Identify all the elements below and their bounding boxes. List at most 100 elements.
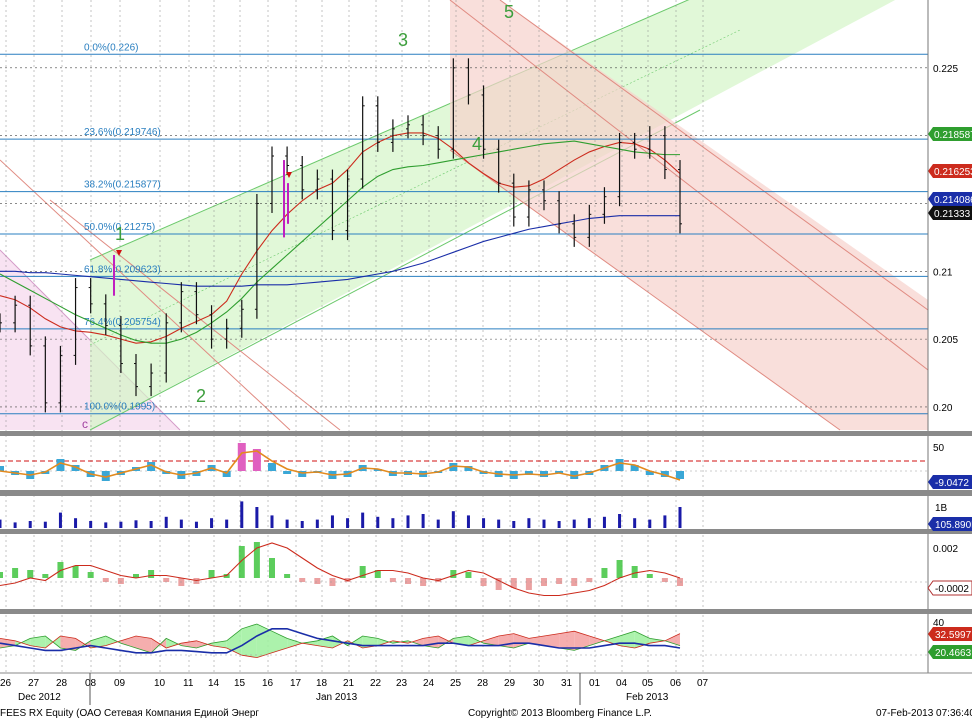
dmi-fill-segment <box>30 636 46 648</box>
price-y-tick: 0.20 <box>933 403 953 414</box>
macd-badge-text: -0.0002 <box>935 584 969 595</box>
x-tick-label: 29 <box>504 678 516 689</box>
x-tick-label: 08 <box>85 678 97 689</box>
macd-histogram-bar <box>420 578 427 586</box>
x-tick-label: 31 <box>561 678 573 689</box>
dmi-fill-segment <box>377 638 393 646</box>
price-y-tick: 0.21 <box>933 267 953 278</box>
oscillator-badge-text: -9.0472 <box>935 478 969 489</box>
oscillator-histogram-bar <box>237 443 246 471</box>
fib-level-label: 50.0%(0.21275) <box>84 222 155 233</box>
oscillator-histogram-bar <box>222 471 231 477</box>
bull-channel-upper <box>89 0 690 261</box>
macd-histogram-bar <box>616 560 623 578</box>
volume-bar <box>678 507 682 528</box>
price-badge-bg <box>928 206 972 220</box>
dmi-badge-bg <box>928 627 972 641</box>
moving-average-line <box>0 140 680 344</box>
macd-histogram-bar <box>208 570 215 578</box>
oscillator-histogram-bar <box>449 463 458 471</box>
x-tick-label: 14 <box>208 678 220 689</box>
price-y-tick: 0.205 <box>933 335 958 346</box>
macd-histogram-bar <box>374 570 381 578</box>
macd-histogram-bar <box>480 578 487 586</box>
dmi-fill-segment <box>136 636 152 653</box>
macd-histogram-bar <box>631 566 638 578</box>
left-bear-line <box>0 159 291 431</box>
volume-bar <box>210 518 214 528</box>
dmi-fill-segment <box>60 636 76 651</box>
volume-bar <box>602 516 606 528</box>
dmi-fill-segment <box>468 636 484 646</box>
x-tick-label: 05 <box>642 678 654 689</box>
oscillator-histogram-bar <box>56 459 65 471</box>
macd-histogram-bar <box>571 578 578 586</box>
volume-bar <box>28 521 32 528</box>
macd-histogram-bar <box>661 578 668 582</box>
macd-histogram-bar <box>42 574 49 578</box>
macd-histogram-bar <box>329 578 336 586</box>
dmi-fill-segment <box>438 636 454 648</box>
volume-bar <box>255 507 259 528</box>
left-bear-line-2 <box>49 199 341 431</box>
x-tick-label: 18 <box>316 678 328 689</box>
macd-histogram-bar <box>148 570 155 578</box>
bear-channel-upper <box>449 0 929 371</box>
dmi-tick: 40 <box>933 618 945 629</box>
volume-bar <box>300 521 304 528</box>
volume-bar <box>436 519 440 528</box>
plus-di-line <box>0 623 681 654</box>
oscillator-histogram-bar <box>540 471 548 477</box>
x-tick-label: 04 <box>616 678 628 689</box>
fib-level-label: 76.4%(0.205754) <box>84 317 161 328</box>
oscillator-histogram-bar <box>645 471 654 475</box>
volume-bar <box>527 518 531 528</box>
macd-histogram-bar <box>117 578 124 584</box>
macd-histogram-bar <box>646 574 653 578</box>
dmi-fill-segment <box>166 638 182 648</box>
dmi-badge-bg <box>928 645 972 659</box>
macd-histogram-bar <box>238 546 245 578</box>
x-tick-label: 11 <box>183 678 194 689</box>
volume-bar <box>119 521 123 528</box>
x-tick-label: 10 <box>154 678 166 689</box>
x-tick-label: 28 <box>477 678 489 689</box>
oscillator-histogram-bar <box>283 471 292 474</box>
dmi-fill-segment <box>544 633 560 648</box>
bear-channel-lower <box>449 149 841 431</box>
x-month-label: Feb 2013 <box>626 692 669 703</box>
dmi-fill-segment <box>120 636 136 648</box>
volume-bar <box>43 521 47 528</box>
adx-line <box>0 627 681 654</box>
oscillator-histogram-bar <box>660 471 669 477</box>
oscillator-histogram-bar <box>71 465 80 471</box>
macd-histogram-bar <box>525 578 532 590</box>
volume-bar <box>466 515 470 528</box>
dmi-fill-segment <box>317 636 333 648</box>
volume-badge-text: 105.890M <box>935 520 972 531</box>
volume-bar <box>557 521 561 528</box>
price-y-tick: 0.225 <box>933 64 958 75</box>
price-badge-text: 0.21333 <box>934 209 971 220</box>
volume-bar <box>361 512 365 528</box>
volume-bar <box>648 519 652 528</box>
macd-histogram-bar <box>510 578 517 588</box>
macd-histogram-bar <box>284 574 291 578</box>
macd-line <box>0 542 681 597</box>
x-tick-label: 16 <box>262 678 274 689</box>
volume-bar <box>134 520 138 528</box>
price-badge-text: 0.218587 <box>934 130 972 141</box>
macd-histogram-bar <box>87 572 94 578</box>
elliott-wave-label: 5 <box>504 2 514 22</box>
volume-bar <box>194 521 198 528</box>
volume-bar <box>149 521 153 528</box>
sell-marker <box>116 250 122 256</box>
volume-bar <box>451 511 455 528</box>
macd-badge-bg <box>927 580 972 596</box>
x-tick-label: 01 <box>589 678 601 689</box>
macd-histogram-bar <box>102 578 109 582</box>
elliott-wave-label: 4 <box>472 134 482 154</box>
sell-marker <box>286 172 292 178</box>
macd-histogram-bar <box>133 574 139 578</box>
oscillator-histogram-bar <box>615 459 624 471</box>
